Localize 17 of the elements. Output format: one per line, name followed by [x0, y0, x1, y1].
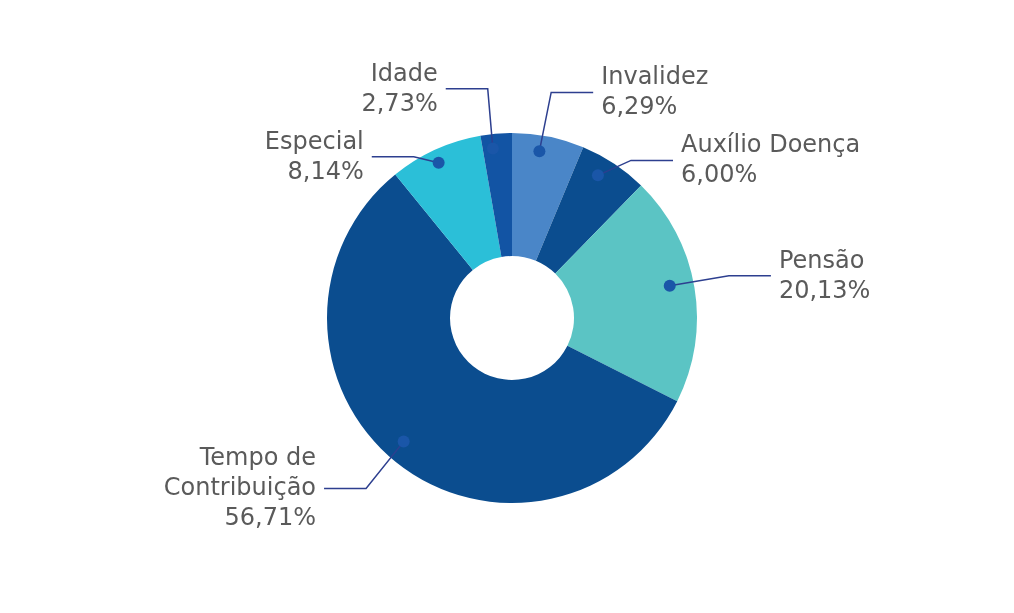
data-label: 20,13% — [778, 275, 871, 304]
slice-label: Idade — [370, 58, 438, 87]
donut-slice — [555, 185, 697, 402]
donut-slice — [480, 133, 512, 257]
slice-label: Pensão — [778, 245, 865, 274]
donut-slice — [512, 133, 584, 261]
data-label: 56,71% — [224, 503, 317, 532]
data-label: 8,14% — [287, 156, 364, 185]
donut-slice — [395, 135, 502, 270]
slice-label: Tempo de Contribuição — [163, 443, 317, 502]
data-label: 6,00% — [681, 160, 758, 189]
data-label: 2,73% — [361, 88, 438, 117]
data-label: 6,29% — [601, 92, 678, 121]
slice-label: Especial — [264, 126, 364, 155]
donut-slice — [535, 147, 642, 274]
slice-label: Auxílio Doença — [681, 130, 861, 159]
slice-label: Invalidez — [601, 62, 709, 91]
